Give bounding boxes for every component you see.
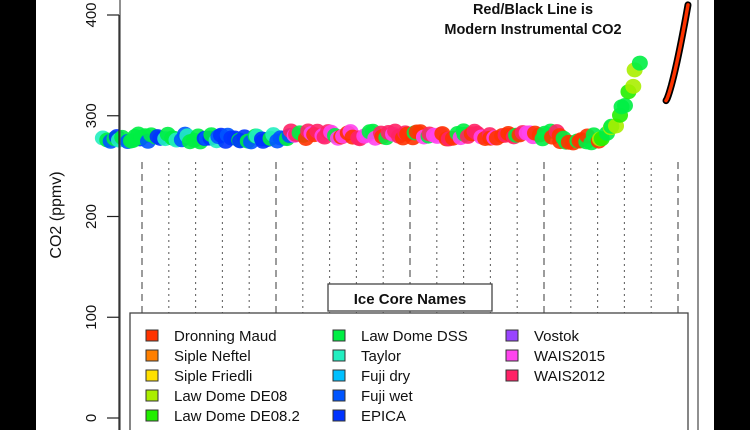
y-axis-ticks: 0 100 200 300 400 xyxy=(83,2,119,422)
legend-label: Law Dome DE08.2 xyxy=(174,408,300,425)
y-tick-label: 300 xyxy=(83,103,100,128)
legend-label: Siple Friedli xyxy=(174,368,252,385)
y-tick-label: 200 xyxy=(83,204,100,229)
legend-swatch xyxy=(505,329,519,342)
legend-swatch xyxy=(145,389,159,402)
annotation-line-1: Red/Black Line is xyxy=(473,2,593,18)
legend-label: Law Dome DSS xyxy=(361,328,468,345)
legend-swatch xyxy=(145,329,159,342)
legend-swatch xyxy=(332,409,346,422)
legend-title-box xyxy=(327,283,493,312)
y-axis-label: CO2 (ppmv) xyxy=(48,171,65,258)
annotation-line-2: Modern Instrumental CO2 xyxy=(444,22,621,38)
co2-ice-core-chart: 0 100 200 300 400 CO2 (ppmv) Red/Black Line … xyxy=(48,0,699,430)
legend-swatch xyxy=(505,349,519,362)
legend-label: EPICA xyxy=(361,408,406,425)
legend-label: Dronning Maud xyxy=(174,328,277,345)
data-point xyxy=(616,98,633,114)
legend-label: Fuji dry xyxy=(361,368,411,385)
legend-swatch xyxy=(332,329,346,342)
y-tick-label: 0 xyxy=(83,414,100,422)
legend-swatch xyxy=(145,349,159,362)
legend-swatch xyxy=(145,409,159,422)
legend-swatch xyxy=(332,389,346,402)
legend-swatch xyxy=(505,369,519,382)
instrumental-co2-line xyxy=(662,1,692,105)
ice-core-data-points xyxy=(94,55,648,151)
data-point xyxy=(631,55,648,71)
legend-box xyxy=(129,312,689,430)
legend-label: WAIS2015 xyxy=(534,348,605,365)
legend-swatch xyxy=(332,349,346,362)
legend-label: Fuji wet xyxy=(361,388,414,405)
data-point xyxy=(625,78,642,94)
y-tick-label: 100 xyxy=(83,305,100,330)
legend-entries: Dronning Maud Siple Neftel Siple Friedli La… xyxy=(145,328,605,425)
y-tick-label: 400 xyxy=(83,2,100,27)
legend-label: Siple Neftel xyxy=(174,348,251,365)
legend-swatch xyxy=(332,369,346,382)
legend-label: Law Dome DE08 xyxy=(174,388,287,405)
legend-label: WAIS2012 xyxy=(534,368,605,385)
legend-label: Taylor xyxy=(361,348,401,365)
chart-canvas: 0 100 200 300 400 CO2 (ppmv) Red/Black Line … xyxy=(36,0,714,430)
legend-title: Ice Core Names xyxy=(354,291,467,308)
legend-label: Vostok xyxy=(534,328,580,345)
legend-swatch xyxy=(145,369,159,382)
